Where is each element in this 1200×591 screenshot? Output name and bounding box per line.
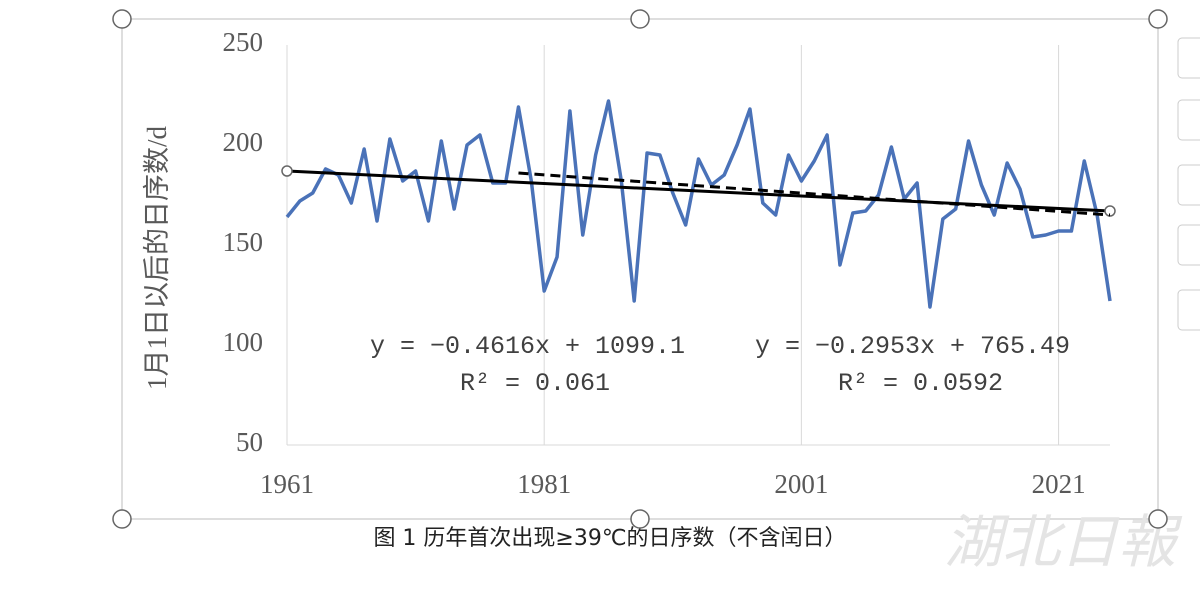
trend-handle bbox=[1104, 205, 1116, 217]
resize-handle[interactable] bbox=[112, 9, 132, 29]
y-axis-label: 1月1日以后的日序数/d bbox=[142, 126, 172, 391]
y-tick-label: 250 bbox=[223, 27, 264, 57]
resize-handle[interactable] bbox=[630, 509, 650, 529]
data-line bbox=[285, 99, 1112, 309]
x-tick-label: 1961 bbox=[260, 469, 314, 499]
y-tick-label: 50 bbox=[236, 427, 263, 457]
y-tick-label: 150 bbox=[223, 227, 264, 257]
tool-button[interactable] bbox=[1177, 224, 1200, 266]
tool-button[interactable] bbox=[1177, 289, 1200, 331]
tool-button[interactable] bbox=[1177, 37, 1200, 79]
resize-handle[interactable] bbox=[1148, 9, 1168, 29]
tool-button[interactable] bbox=[1177, 99, 1200, 141]
tool-button[interactable] bbox=[1177, 164, 1200, 206]
equation-label: y = −0.2953x + 765.49 bbox=[755, 332, 1070, 361]
equation-label: R² = 0.061 bbox=[460, 369, 610, 398]
caption: 图 1 历年首次出现≥39℃的日序数（不含闰日） bbox=[373, 526, 846, 551]
trend-line bbox=[518, 171, 1111, 217]
equation-label: R² = 0.0592 bbox=[838, 369, 1003, 398]
trend-handle bbox=[281, 165, 293, 177]
watermark: 湖北日報 bbox=[944, 508, 1183, 576]
resize-handle[interactable] bbox=[1148, 509, 1168, 529]
x-tick-label: 1981 bbox=[517, 469, 571, 499]
y-tick-label: 100 bbox=[223, 327, 264, 357]
selection-frame bbox=[121, 18, 1159, 520]
resize-handle[interactable] bbox=[630, 9, 650, 29]
plot: 1961 1981 2001 2021 50 100 150 200 250 y = −0.461… bbox=[223, 27, 1116, 499]
x-tick-label: 2021 bbox=[1032, 469, 1086, 499]
resize-handle[interactable] bbox=[112, 509, 132, 529]
toolbar bbox=[1177, 37, 1200, 331]
equation-label: y = −0.4616x + 1099.1 bbox=[370, 332, 685, 361]
y-tick-label: 200 bbox=[223, 127, 264, 157]
x-tick-label: 2001 bbox=[774, 469, 828, 499]
handles bbox=[112, 9, 1168, 529]
